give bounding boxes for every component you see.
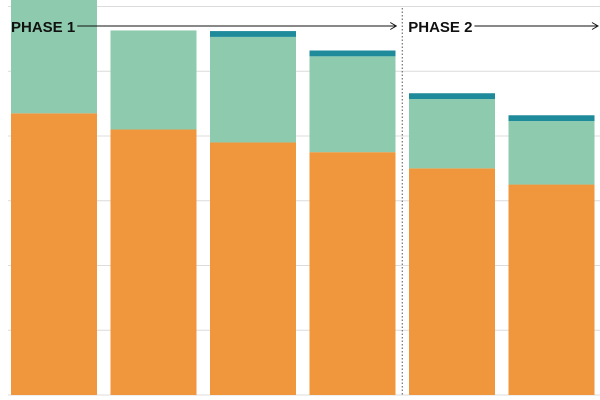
gridlines <box>8 5 600 396</box>
bar-segment-2 <box>210 36 296 143</box>
bar-segment-1 <box>11 113 97 395</box>
phase-label: PHASE 1 <box>11 19 75 36</box>
bars <box>11 0 595 396</box>
bar-segment-2 <box>508 121 595 185</box>
phase-arrow-head <box>591 22 599 30</box>
bar-segment-1 <box>309 152 396 395</box>
phase-label: PHASE 2 <box>408 19 472 36</box>
bar-segment-2 <box>309 56 396 153</box>
bar-segment-3 <box>508 115 595 122</box>
phase-annotations: PHASE 1 PHASE 2 <box>11 8 599 395</box>
bar-segment-3 <box>409 93 495 100</box>
bar-segment-1 <box>409 168 495 395</box>
bar-segment-3 <box>309 50 396 57</box>
bar-segment-3 <box>210 31 296 37</box>
bar-segment-2 <box>11 0 97 114</box>
phase-arrow-head <box>389 22 398 30</box>
bar-segment-2 <box>409 99 495 169</box>
bar-segment-2 <box>110 30 197 130</box>
bar-segment-1 <box>508 184 595 395</box>
bar-segment-1 <box>210 142 296 395</box>
bar-segment-1 <box>110 129 197 396</box>
